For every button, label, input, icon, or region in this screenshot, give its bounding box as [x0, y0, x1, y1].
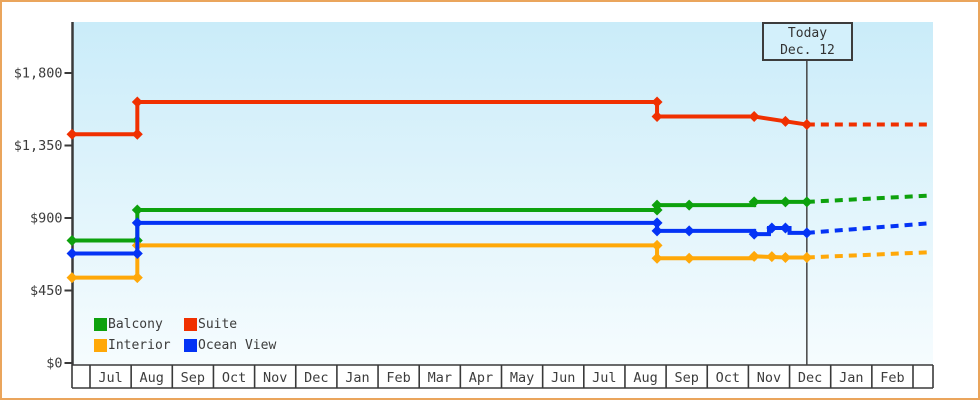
x-axis-label-aug-1: Aug [140, 370, 164, 386]
data-point-balcony[interactable] [66, 235, 78, 247]
y-axis-label: $900 [30, 211, 63, 227]
today-flag: Today Dec. 12 [762, 22, 853, 61]
data-point-ocean-view[interactable] [66, 247, 78, 259]
x-axis-label-apr-9: Apr [469, 370, 493, 386]
y-axis-label: $1,800 [14, 66, 63, 82]
x-axis-label-jul-0: Jul [98, 370, 122, 386]
today-flag-date: Dec. 12 [780, 43, 835, 58]
legend-item-ocean-view: Ocean View [184, 338, 276, 353]
x-axis-label-dec-17: Dec [798, 370, 822, 386]
ocean-view-swatch-icon [184, 339, 197, 352]
x-axis-label-nov-16: Nov [757, 370, 781, 386]
x-axis-label-oct-15: Oct [716, 370, 740, 386]
data-point-interior[interactable] [651, 252, 663, 264]
legend-row: Interior Ocean View [94, 335, 276, 356]
data-point-interior[interactable] [779, 251, 791, 263]
data-point-ocean-view[interactable] [779, 222, 791, 234]
suite-swatch-icon [184, 318, 197, 331]
legend-label: Interior [108, 338, 171, 353]
x-axis-label-aug-13: Aug [633, 370, 657, 386]
data-point-ocean-view[interactable] [801, 227, 813, 239]
data-point-ocean-view[interactable] [131, 247, 143, 259]
x-axis-label-feb-7: Feb [386, 370, 410, 386]
legend-item-interior: Interior [94, 338, 184, 353]
data-point-balcony[interactable] [779, 196, 791, 208]
series-forecast-line-interior [806, 250, 932, 260]
data-point-balcony[interactable] [651, 199, 663, 211]
data-point-interior[interactable] [766, 251, 778, 263]
data-point-ocean-view[interactable] [748, 228, 760, 240]
data-point-interior[interactable] [66, 272, 78, 284]
data-point-suite[interactable] [651, 111, 663, 122]
legend-label: Ocean View [198, 338, 277, 353]
series-forecast-line-balcony [806, 193, 932, 204]
data-point-balcony[interactable] [801, 196, 813, 208]
x-axis-label-mar-8: Mar [428, 370, 452, 386]
plot-area [73, 22, 933, 365]
data-point-interior[interactable] [801, 251, 813, 263]
x-axis-label-jan-18: Jan [839, 370, 863, 386]
x-axis-label-jan-6: Jan [345, 370, 369, 386]
data-point-suite[interactable] [66, 128, 78, 140]
data-point-suite[interactable] [651, 96, 663, 108]
data-point-interior[interactable] [683, 252, 695, 264]
series-forecast-line-ocean-view [806, 221, 932, 235]
data-point-ocean-view[interactable] [683, 225, 695, 237]
data-point-ocean-view[interactable] [651, 217, 663, 229]
data-point-suite[interactable] [748, 111, 760, 122]
data-point-interior[interactable] [651, 239, 663, 251]
y-axis-label: $1,350 [14, 138, 63, 154]
legend-item-balcony: Balcony [94, 317, 184, 332]
y-axis-label: $0 [46, 356, 62, 372]
balcony-swatch-icon [94, 318, 107, 331]
x-axis-label-nov-4: Nov [263, 370, 287, 386]
data-point-ocean-view[interactable] [651, 225, 663, 237]
data-point-interior[interactable] [131, 272, 143, 284]
data-point-ocean-view[interactable] [131, 217, 143, 229]
data-point-interior[interactable] [748, 250, 760, 262]
data-point-suite[interactable] [131, 128, 143, 140]
legend-label: Suite [198, 317, 238, 332]
x-axis-label-oct-3: Oct [222, 370, 246, 386]
legend-item-suite: Suite [184, 317, 237, 332]
legend-row: Balcony Suite [94, 314, 276, 335]
x-axis-label-feb-19: Feb [880, 370, 904, 386]
interior-swatch-icon [94, 339, 107, 352]
x-axis-label-dec-5: Dec [304, 370, 328, 386]
x-axis-label-jun-11: Jun [551, 370, 575, 386]
x-axis-label-jul-12: Jul [592, 370, 616, 386]
data-point-suite[interactable] [131, 96, 143, 108]
data-point-ocean-view[interactable] [766, 222, 778, 234]
data-point-balcony[interactable] [683, 199, 695, 211]
x-axis-label-sep-2: Sep [181, 370, 205, 386]
chart-legend: Balcony Suite Interior Ocean View [94, 314, 276, 356]
x-axis-label-sep-14: Sep [674, 370, 698, 386]
data-point-suite[interactable] [801, 119, 813, 131]
x-axis-label-may-10: May [510, 370, 534, 386]
data-point-suite[interactable] [779, 115, 791, 127]
y-axis-label: $450 [30, 283, 63, 299]
today-flag-label: Today [787, 26, 828, 41]
data-point-balcony[interactable] [748, 196, 760, 208]
data-point-balcony[interactable] [131, 204, 143, 216]
legend-label: Balcony [108, 317, 163, 332]
